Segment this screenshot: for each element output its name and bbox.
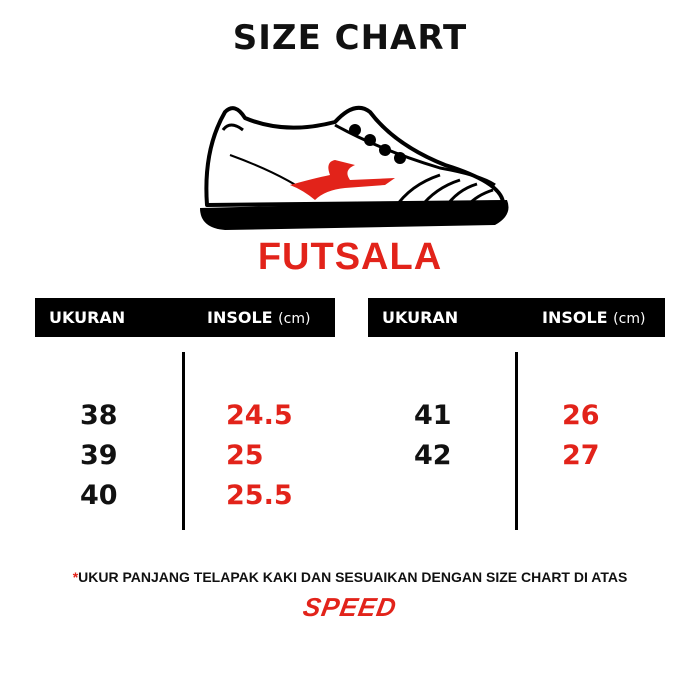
size-value: 42: [414, 440, 452, 471]
insole-value: 25: [226, 440, 264, 471]
insole-value: 25.5: [226, 480, 293, 511]
insole-label: INSOLE: [207, 308, 273, 327]
note-text: UKUR PANJANG TELAPAK KAKI DAN SESUAIKAN …: [78, 569, 628, 585]
brand-logo: SPEED: [300, 592, 400, 622]
asterisk: *: [72, 569, 79, 585]
size-value: 40: [80, 480, 118, 511]
size-value: 41: [414, 400, 452, 431]
insole-value: 27: [562, 440, 600, 471]
size-column-header: UKURAN: [49, 308, 126, 327]
shoe-icon: [200, 105, 509, 230]
unit-label: (cm): [278, 311, 311, 327]
size-column-header: UKURAN: [382, 308, 459, 327]
insole-column-header: INSOLE (cm): [542, 308, 645, 327]
insole-value: 26: [562, 400, 600, 431]
model-name: FUTSALA: [257, 236, 443, 278]
page-title: SIZE CHART: [232, 18, 468, 58]
insole-label: INSOLE: [542, 308, 608, 327]
insole-value: 24.5: [226, 400, 293, 431]
unit-label: (cm): [613, 311, 646, 327]
table-header-left: UKURAN INSOLE (cm): [35, 298, 335, 337]
size-value: 38: [80, 400, 118, 431]
column-divider: [515, 352, 518, 530]
insole-column-header: INSOLE (cm): [207, 308, 310, 327]
size-value: 39: [80, 440, 118, 471]
column-divider: [182, 352, 185, 530]
measurement-note: *UKUR PANJANG TELAPAK KAKI DAN SESUAIKAN…: [0, 569, 700, 585]
table-header-right: UKURAN INSOLE (cm): [368, 298, 665, 337]
